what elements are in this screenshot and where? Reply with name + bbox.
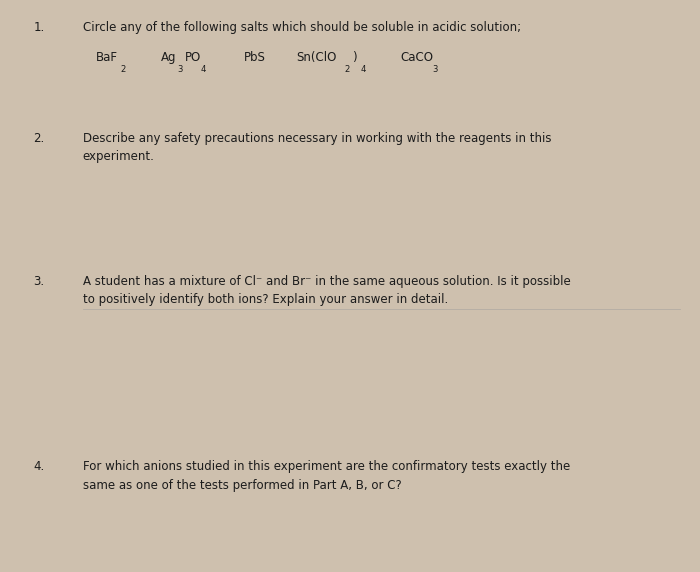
Text: 3.: 3. bbox=[34, 275, 45, 288]
Text: Sn(ClO: Sn(ClO bbox=[296, 51, 337, 64]
Text: PbS: PbS bbox=[244, 51, 265, 64]
Text: For which anions studied in this experiment are the confirmatory tests exactly t: For which anions studied in this experim… bbox=[83, 460, 570, 474]
Text: 2: 2 bbox=[120, 65, 125, 73]
Text: Describe any safety precautions necessary in working with the reagents in this: Describe any safety precautions necessar… bbox=[83, 132, 551, 145]
Text: BaF: BaF bbox=[96, 51, 118, 64]
Text: ): ) bbox=[352, 51, 357, 64]
Text: CaCO: CaCO bbox=[400, 51, 433, 64]
Text: 4: 4 bbox=[201, 65, 206, 73]
Text: 3: 3 bbox=[177, 65, 183, 73]
Text: 4: 4 bbox=[360, 65, 365, 73]
Text: same as one of the tests performed in Part A, B, or C?: same as one of the tests performed in Pa… bbox=[83, 479, 401, 492]
Text: A student has a mixture of Cl⁻ and Br⁻ in the same aqueous solution. Is it possi: A student has a mixture of Cl⁻ and Br⁻ i… bbox=[83, 275, 570, 288]
Text: Ag: Ag bbox=[161, 51, 176, 64]
Text: PO: PO bbox=[185, 51, 201, 64]
Text: 4.: 4. bbox=[34, 460, 45, 474]
Text: experiment.: experiment. bbox=[83, 150, 155, 163]
Text: 1.: 1. bbox=[34, 21, 45, 34]
Text: Circle any of the following salts which should be soluble in acidic solution;: Circle any of the following salts which … bbox=[83, 21, 521, 34]
Text: 2.: 2. bbox=[34, 132, 45, 145]
Text: to positively identify both ions? Explain your answer in detail.: to positively identify both ions? Explai… bbox=[83, 293, 448, 306]
Text: 2: 2 bbox=[344, 65, 350, 73]
Text: 3: 3 bbox=[433, 65, 438, 73]
